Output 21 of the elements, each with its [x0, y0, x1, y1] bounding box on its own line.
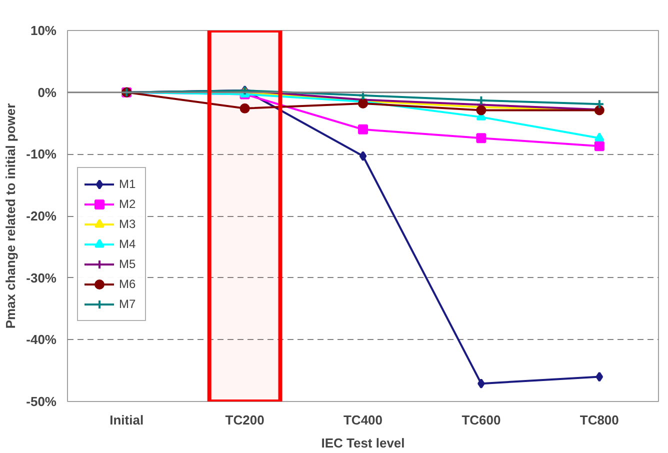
legend-label: M6 — [119, 277, 137, 291]
x-tick-label: TC600 — [462, 412, 501, 428]
y-tick-label: -10% — [26, 146, 57, 162]
legend-label: M4 — [119, 237, 137, 251]
y-tick-label: -40% — [26, 332, 57, 348]
x-tick-label: TC400 — [343, 412, 383, 428]
legend-label: M5 — [119, 257, 137, 271]
legend-label: M7 — [119, 297, 137, 311]
y-tick-label: -50% — [26, 394, 57, 409]
y-tick-label: -20% — [26, 208, 57, 224]
x-tick-label: TC200 — [225, 412, 264, 428]
x-axis-title: IEC Test level — [321, 436, 405, 450]
x-tick-label: Initial — [110, 412, 144, 428]
legend-label: M1 — [119, 177, 137, 191]
y-tick-label: -30% — [26, 270, 57, 286]
legend-label: M2 — [119, 197, 137, 211]
x-tick-label: TC800 — [580, 412, 619, 428]
y-tick-label: 10% — [30, 23, 57, 38]
y-axis-title: Pmax change related to initial power — [3, 103, 18, 329]
y-tick-label: 0% — [38, 84, 57, 100]
legend-label: M3 — [119, 217, 137, 231]
